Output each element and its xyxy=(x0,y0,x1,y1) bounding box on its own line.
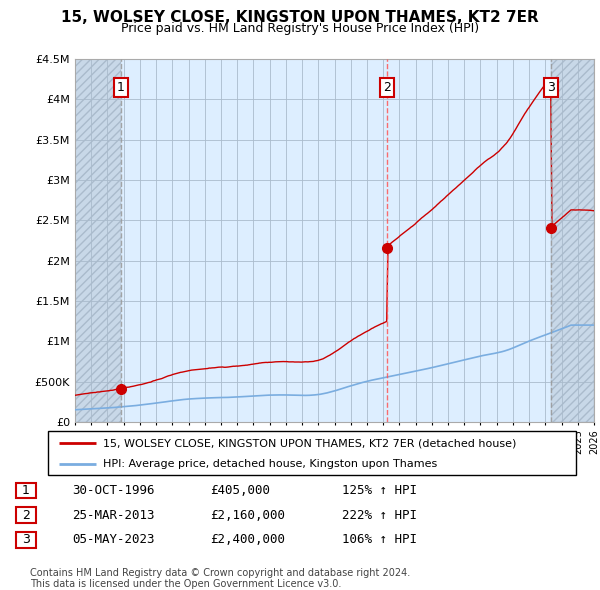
Text: 125% ↑ HPI: 125% ↑ HPI xyxy=(342,484,417,497)
Text: 222% ↑ HPI: 222% ↑ HPI xyxy=(342,509,417,522)
Text: 3: 3 xyxy=(22,533,30,546)
Text: 15, WOLSEY CLOSE, KINGSTON UPON THAMES, KT2 7ER (detached house): 15, WOLSEY CLOSE, KINGSTON UPON THAMES, … xyxy=(103,438,517,448)
Text: 25-MAR-2013: 25-MAR-2013 xyxy=(72,509,155,522)
Text: 2: 2 xyxy=(383,81,391,94)
Bar xyxy=(75,59,121,422)
Text: Contains HM Land Registry data © Crown copyright and database right 2024.
This d: Contains HM Land Registry data © Crown c… xyxy=(30,568,410,589)
Text: 30-OCT-1996: 30-OCT-1996 xyxy=(72,484,155,497)
Bar xyxy=(551,59,594,422)
Text: £405,000: £405,000 xyxy=(210,484,270,497)
Text: 15, WOLSEY CLOSE, KINGSTON UPON THAMES, KT2 7ER: 15, WOLSEY CLOSE, KINGSTON UPON THAMES, … xyxy=(61,10,539,25)
Text: 106% ↑ HPI: 106% ↑ HPI xyxy=(342,533,417,546)
FancyBboxPatch shape xyxy=(48,431,576,475)
Text: Price paid vs. HM Land Registry's House Price Index (HPI): Price paid vs. HM Land Registry's House … xyxy=(121,22,479,35)
Text: 1: 1 xyxy=(22,484,30,497)
Text: 1: 1 xyxy=(117,81,125,94)
Text: 3: 3 xyxy=(547,81,555,94)
Text: £2,160,000: £2,160,000 xyxy=(210,509,285,522)
Text: 2: 2 xyxy=(22,509,30,522)
Text: £2,400,000: £2,400,000 xyxy=(210,533,285,546)
Text: HPI: Average price, detached house, Kingston upon Thames: HPI: Average price, detached house, King… xyxy=(103,459,437,469)
Text: 05-MAY-2023: 05-MAY-2023 xyxy=(72,533,155,546)
